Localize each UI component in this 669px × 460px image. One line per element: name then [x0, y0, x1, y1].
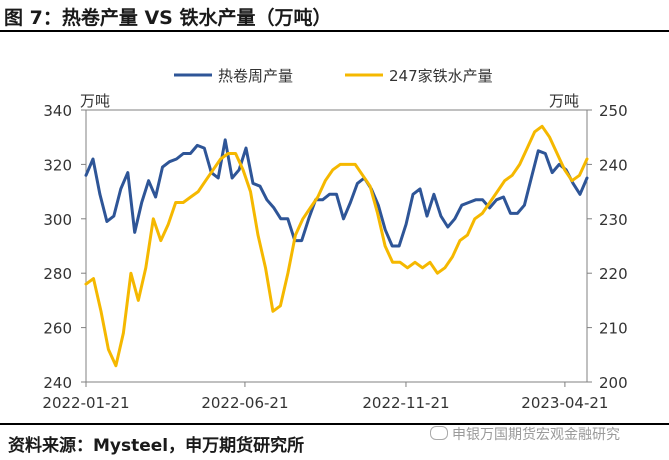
watermark-text: 申银万国期货宏观金融研究 [452, 427, 620, 443]
right-axis-unit: 万吨 [549, 92, 579, 110]
right-y-tick-label: 220 [599, 265, 628, 283]
wechat-icon [430, 426, 448, 440]
left-y-tick-label: 320 [43, 156, 72, 174]
x-tick-label: 2022-06-21 [201, 394, 288, 412]
right-y-tick-label: 240 [599, 156, 628, 174]
left-axis-unit: 万吨 [80, 92, 110, 110]
right-y-tick-label: 230 [599, 211, 628, 229]
x-tick-label: 2023-04-21 [521, 394, 608, 412]
figure-title-bar: 图 7：热卷产量 VS 铁水产量（万吨） [0, 0, 669, 32]
left-y-tick-label: 340 [43, 102, 72, 120]
right-y-tick-label: 210 [599, 320, 628, 338]
source-note: 资料来源：Mysteel，申万期货研究所 [8, 436, 305, 456]
figure-footer: 资料来源：Mysteel，申万期货研究所 [0, 423, 669, 460]
right-y-tick-label: 250 [599, 102, 628, 120]
right-y-tick-label: 200 [599, 374, 628, 392]
plot-frame [85, 109, 588, 383]
legend-label-2: 247家铁水产量 [389, 67, 493, 85]
x-tick-label: 2022-11-21 [362, 394, 449, 412]
figure-title: 图 7：热卷产量 VS 铁水产量（万吨） [4, 7, 332, 29]
legend-label-1: 热卷周产量 [218, 67, 293, 85]
left-y-tick-label: 280 [43, 265, 72, 283]
left-y-tick-label: 260 [43, 320, 72, 338]
series-line-1 [84, 138, 589, 248]
line-chart: 240 260 280 300 320 340 200 210 220 230 240 250 万吨 万吨… [42, 67, 628, 412]
series-line-2 [84, 124, 589, 368]
left-y-tick-label: 240 [43, 374, 72, 392]
watermark: 申银万国期货宏观金融研究 [430, 424, 620, 444]
left-y-tick-label: 300 [43, 211, 72, 229]
x-tick-label: 2022-01-21 [42, 394, 129, 412]
